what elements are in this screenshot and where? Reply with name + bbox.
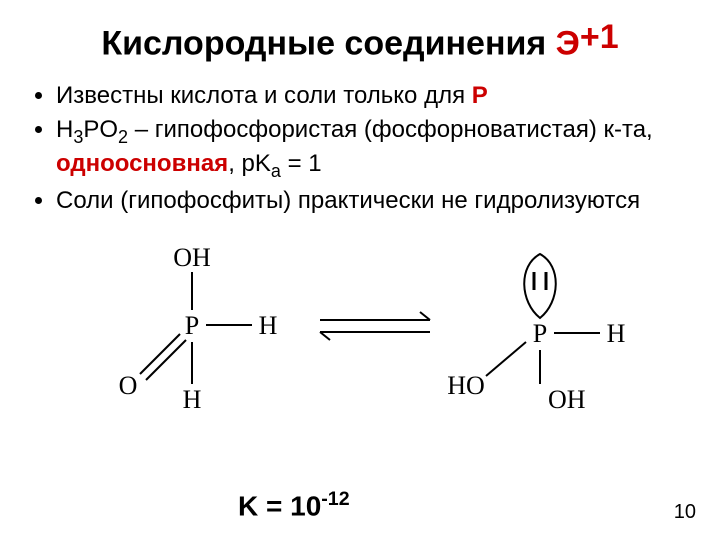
eq-exp: -12 bbox=[321, 488, 349, 510]
structure-diagram: P OH O H H P bbox=[0, 224, 720, 424]
title-sup: +1 bbox=[580, 18, 619, 56]
right-P: P bbox=[533, 319, 547, 348]
b2-te: = 1 bbox=[281, 150, 322, 177]
slide-title: Кислородные соединения Э+1 bbox=[0, 0, 720, 63]
b2-s2: 2 bbox=[118, 127, 128, 147]
left-P: P bbox=[185, 311, 199, 340]
diagram-svg: P OH O H H P bbox=[0, 224, 720, 424]
bullet-2: H3PO2 – гипофосфористая (фосфорноватиста… bbox=[56, 115, 684, 182]
b2-ts: a bbox=[271, 160, 281, 180]
right-structure: P HO OH H bbox=[447, 254, 625, 414]
left-dbl1 bbox=[140, 334, 180, 374]
left-dbl2 bbox=[146, 340, 186, 380]
right-H: H bbox=[607, 319, 626, 348]
b2-tail: , pK bbox=[228, 150, 271, 177]
left-O: O bbox=[119, 371, 138, 400]
eq-k: K = 10 bbox=[238, 490, 321, 521]
left-H2: H bbox=[183, 385, 202, 414]
bullet-3: Соли (гипофосфиты) практически не гидрол… bbox=[56, 186, 684, 216]
bullet-list: Известны кислота и соли только для Р H3P… bbox=[0, 63, 720, 216]
b2-fm: PO bbox=[83, 116, 118, 143]
right-OH: OH bbox=[548, 385, 586, 414]
b1-highlight: Р bbox=[472, 82, 488, 109]
title-highlight: Э bbox=[556, 24, 580, 62]
b1-prefix: Известны кислота и соли только для bbox=[56, 82, 472, 109]
right-bond-left bbox=[486, 342, 526, 376]
title-main: Кислородные соединения bbox=[101, 24, 555, 62]
equilibrium-arrow bbox=[320, 312, 430, 340]
left-OH: OH bbox=[173, 243, 211, 272]
left-H1: H bbox=[259, 311, 278, 340]
left-structure: P OH O H H bbox=[119, 243, 278, 414]
b2-s1: 3 bbox=[73, 127, 83, 147]
b2-text: – гипофосфористая (фосфорноватистая) к-т… bbox=[128, 116, 653, 143]
b2-hl: одноосновная bbox=[56, 150, 228, 177]
right-HO: HO bbox=[447, 371, 485, 400]
bullet-1: Известны кислота и соли только для Р bbox=[56, 81, 684, 111]
page-number: 10 bbox=[674, 501, 696, 524]
b3-text: Соли (гипофосфиты) практически не гидрол… bbox=[56, 187, 640, 214]
lonepair-lobe bbox=[524, 254, 556, 318]
equilibrium-constant: K = 10-12 bbox=[238, 488, 350, 522]
b2-fp: H bbox=[56, 116, 73, 143]
